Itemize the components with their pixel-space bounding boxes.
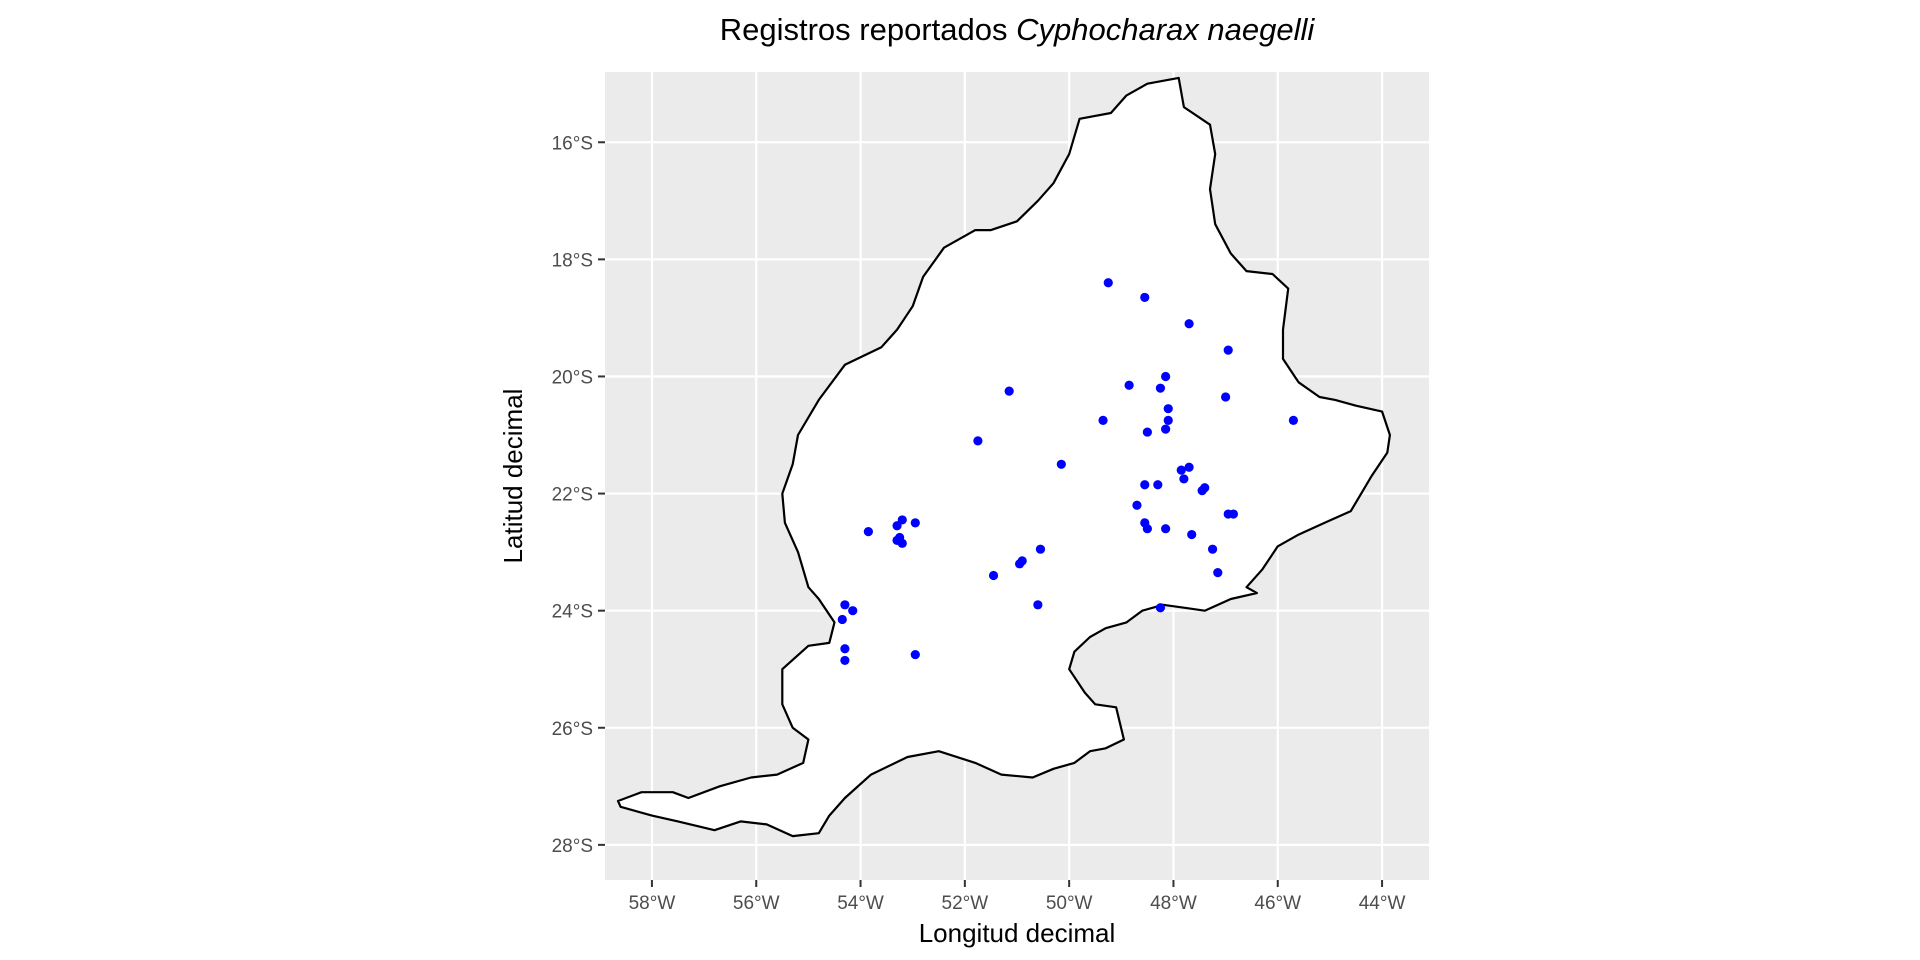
occurrence-point — [1223, 345, 1233, 355]
plot-title-species: Cyphocharax naegelli — [1016, 12, 1315, 47]
x-tick-label: 50°W — [1046, 893, 1093, 914]
occurrence-point — [897, 515, 907, 525]
occurrence-point — [840, 655, 850, 666]
occurrence-point — [1142, 427, 1152, 437]
occurrence-point — [1155, 383, 1166, 393]
y-tick-label: 26°S — [552, 719, 593, 740]
x-axis: 58°W 56°W 54°W 52°W 50°W 48°W 46°W 44°W — [629, 880, 1406, 914]
occurrence-point — [1288, 415, 1299, 425]
occurrence-point — [973, 436, 983, 446]
occurrence-point — [1161, 371, 1171, 382]
x-tick-label: 48°W — [1150, 893, 1197, 914]
occurrence-point — [1184, 319, 1194, 329]
x-tick-label: 44°W — [1359, 893, 1406, 914]
occurrence-point — [1140, 292, 1150, 303]
x-tick-label: 56°W — [733, 893, 780, 914]
occurrence-point — [1200, 483, 1210, 493]
occurrence-point — [1004, 386, 1014, 396]
occurrence-point — [1221, 392, 1231, 402]
y-axis: 16°S 18°S 20°S 22°S 24°S 26°S 28°S — [552, 133, 605, 857]
occurrence-point — [1161, 524, 1171, 534]
occurrence-point — [1132, 500, 1142, 510]
x-tick-label: 52°W — [942, 893, 989, 914]
occurrence-point — [1176, 465, 1186, 475]
occurrence-point — [910, 518, 920, 528]
x-axis-title: Longitud decimal — [919, 918, 1116, 948]
occurrence-point — [1103, 278, 1113, 288]
occurrence-point — [840, 644, 850, 654]
occurrence-point — [837, 614, 847, 625]
occurrence-point — [1179, 474, 1189, 484]
occurrence-points — [837, 278, 1299, 666]
occurrence-point — [848, 606, 858, 616]
occurrence-point — [1187, 529, 1197, 540]
y-tick-label: 16°S — [552, 133, 593, 154]
occurrence-point — [1017, 556, 1027, 566]
x-tick-label: 54°W — [837, 893, 884, 914]
occurrence-point — [1155, 603, 1166, 613]
occurrence-point — [1184, 462, 1194, 472]
occurrence-point — [1056, 459, 1066, 469]
y-tick-label: 18°S — [552, 250, 593, 271]
occurrence-point — [988, 570, 999, 581]
occurrence-point — [863, 527, 873, 537]
occurrence-point — [1153, 480, 1163, 490]
occurrence-point — [1161, 424, 1171, 434]
occurrence-point — [1140, 480, 1150, 490]
occurrence-point — [910, 649, 920, 660]
y-tick-label: 22°S — [552, 485, 593, 506]
x-tick-label: 46°W — [1254, 893, 1301, 914]
x-tick-label: 58°W — [629, 893, 676, 914]
occurrence-point — [1098, 415, 1108, 425]
occurrence-point — [1207, 544, 1218, 554]
y-tick-label: 28°S — [552, 836, 593, 857]
y-tick-label: 24°S — [552, 602, 593, 623]
plot-title-main: Registros reportados — [720, 12, 1016, 47]
occurrence-point — [1035, 544, 1046, 554]
basin-outline — [616, 76, 1391, 838]
occurrence-point — [1163, 415, 1173, 425]
occurrence-point — [897, 538, 907, 548]
occurrence-point — [1124, 380, 1134, 390]
occurrence-point — [1033, 600, 1043, 610]
occurrence-point — [1163, 404, 1173, 414]
occurrence-point — [1142, 524, 1152, 534]
occurrence-point — [1213, 568, 1223, 578]
y-tick-label: 20°S — [552, 367, 593, 388]
plot-title: Registros reportados Cyphocharax naegell… — [720, 12, 1316, 47]
occurrence-point — [840, 600, 850, 610]
y-axis-title: Latitud decimal — [498, 389, 528, 564]
occurrence-point — [1228, 509, 1239, 519]
